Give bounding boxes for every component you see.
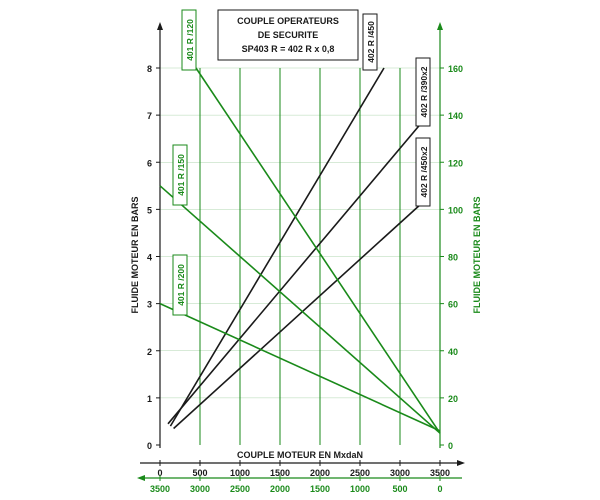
y-right-tick-label: 80 xyxy=(448,253,458,263)
grid xyxy=(160,67,440,445)
x-bottom-tick-label: 0 xyxy=(437,484,442,494)
x-top-tick-label: 3500 xyxy=(430,468,450,478)
series-label-401r200: 401 R /200 xyxy=(172,254,188,316)
series-label-402r450: 402 R /450 xyxy=(362,13,378,71)
x-bottom-tick-label: 2500 xyxy=(230,484,250,494)
series-lines xyxy=(159,67,441,434)
series-line-2 xyxy=(173,197,429,430)
x-axis-top-arrow xyxy=(457,460,465,466)
series-label-402r390x2: 402 R /390x2 xyxy=(415,57,431,127)
x-top-tick-label: 500 xyxy=(192,468,207,478)
y-axis-left-arrow xyxy=(157,22,163,30)
series-line-3 xyxy=(195,67,441,434)
title-line-1: COUPLE OPERATEURS xyxy=(237,16,339,26)
y-right-tick-label: 120 xyxy=(448,158,463,168)
y-left-tick-label: 5 xyxy=(147,205,152,215)
x-top-tick-label: 3000 xyxy=(390,468,410,478)
y-right-tick-label: 100 xyxy=(448,205,463,215)
x-axis-bottom-arrow xyxy=(137,475,145,481)
svg-text:402 R /450x2: 402 R /450x2 xyxy=(419,146,429,197)
svg-text:402 R /390x2: 402 R /390x2 xyxy=(419,66,429,117)
svg-text:401 R /150: 401 R /150 xyxy=(176,154,186,196)
svg-text:401 R /200: 401 R /200 xyxy=(176,264,186,306)
series-line-5 xyxy=(159,302,441,432)
series-label-401r150: 401 R /150 xyxy=(172,144,188,206)
y-right-tick-label: 0 xyxy=(448,441,453,451)
y-axis-left-label: FLUIDE MOTEUR EN BARS xyxy=(130,197,140,314)
y-left-tick-label: 1 xyxy=(147,394,152,404)
title-line-2: DE SECURITE xyxy=(258,30,319,40)
x-bottom-tick-label: 3500 xyxy=(150,484,170,494)
x-bottom-tick-label: 1000 xyxy=(350,484,370,494)
x-axis-label: COUPLE MOTEUR EN MxdaN xyxy=(237,450,363,460)
y-axis-right-label: FLUIDE MOTEUR EN BARS xyxy=(472,197,482,314)
series-labels: 401 R /120 401 R /150 401 R /200 402 R /… xyxy=(172,9,431,316)
x-top-tick-label: 2500 xyxy=(350,468,370,478)
y-left-tick-label: 0 xyxy=(147,441,152,451)
x-top-tick-label: 1500 xyxy=(270,468,290,478)
y-left-tick-label: 8 xyxy=(147,64,152,74)
series-line-0 xyxy=(169,67,385,427)
x-top-tick-label: 1000 xyxy=(230,468,250,478)
title-box: COUPLE OPERATEURS DE SECURITE SP403 R = … xyxy=(217,9,359,61)
y-right-tick-label: 160 xyxy=(448,64,463,74)
title-line-3: SP403 R = 402 R x 0,8 xyxy=(242,44,335,54)
y-left-tick-label: 2 xyxy=(147,347,152,357)
series-label-402r450x2: 402 R /450x2 xyxy=(415,137,431,207)
series-label-401r120: 401 R /120 xyxy=(181,9,197,71)
y-right-tick-label: 20 xyxy=(448,394,458,404)
svg-text:401 R /120: 401 R /120 xyxy=(185,19,195,61)
y-right-tick-label: 60 xyxy=(448,300,458,310)
x-top-tick-label: 0 xyxy=(157,468,162,478)
x-bottom-tick-label: 3000 xyxy=(190,484,210,494)
y-left-tick-label: 4 xyxy=(147,253,152,263)
y-left-tick-label: 7 xyxy=(147,111,152,121)
y-axis-right-arrow xyxy=(437,22,443,30)
x-bottom-tick-label: 500 xyxy=(392,484,407,494)
y-left-tick-label: 6 xyxy=(147,158,152,168)
y-left-tick-label: 3 xyxy=(147,300,152,310)
x-bottom-tick-label: 1500 xyxy=(310,484,330,494)
y-right-tick-label: 40 xyxy=(448,347,458,357)
axes xyxy=(137,22,465,481)
series-line-4 xyxy=(159,185,441,434)
series-line-1 xyxy=(167,114,429,425)
x-bottom-tick-label: 2000 xyxy=(270,484,290,494)
svg-text:402 R /450: 402 R /450 xyxy=(366,21,376,63)
x-top-tick-label: 2000 xyxy=(310,468,330,478)
y-right-tick-label: 140 xyxy=(448,111,463,121)
